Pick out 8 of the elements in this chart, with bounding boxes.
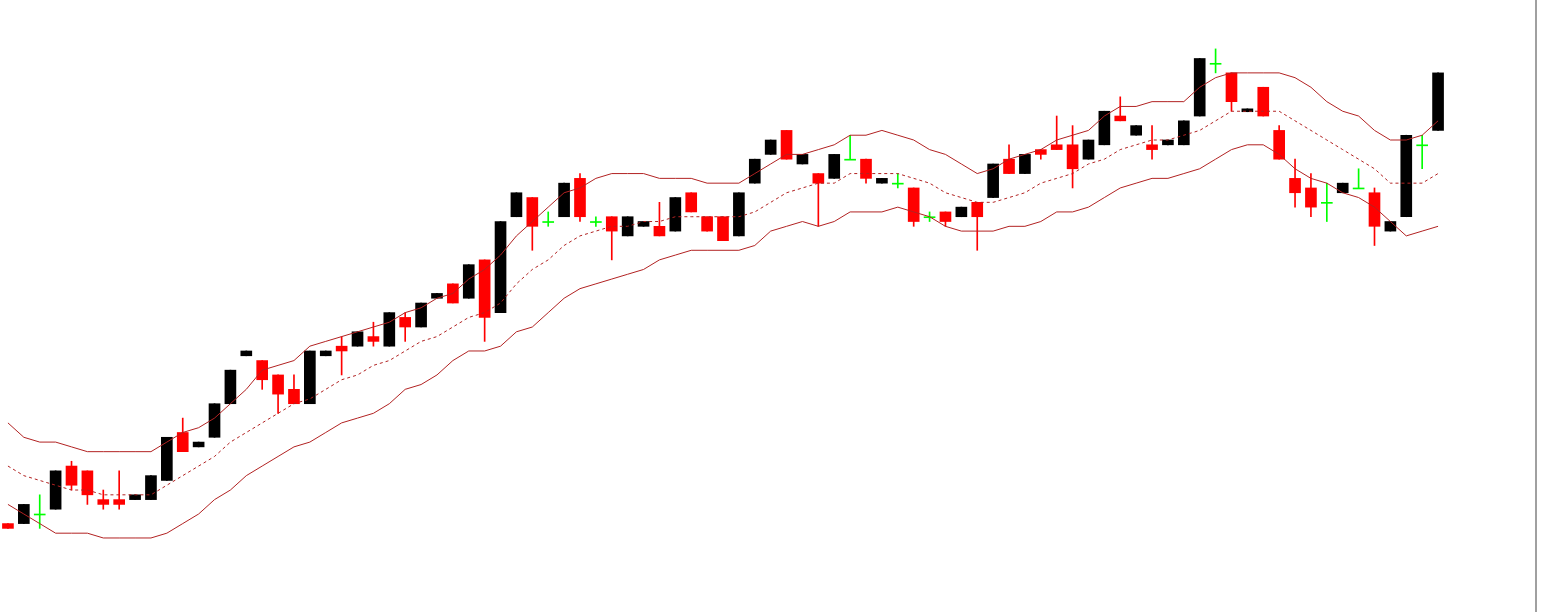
- candlestick: [1146, 125, 1158, 160]
- candlestick: [1050, 115, 1063, 150]
- candlestick: [1416, 134, 1428, 170]
- candlestick: [590, 216, 602, 227]
- candlestick: [113, 470, 126, 510]
- candlestick: [844, 134, 856, 161]
- candlestick: [542, 211, 555, 227]
- candlestick: [1320, 182, 1333, 222]
